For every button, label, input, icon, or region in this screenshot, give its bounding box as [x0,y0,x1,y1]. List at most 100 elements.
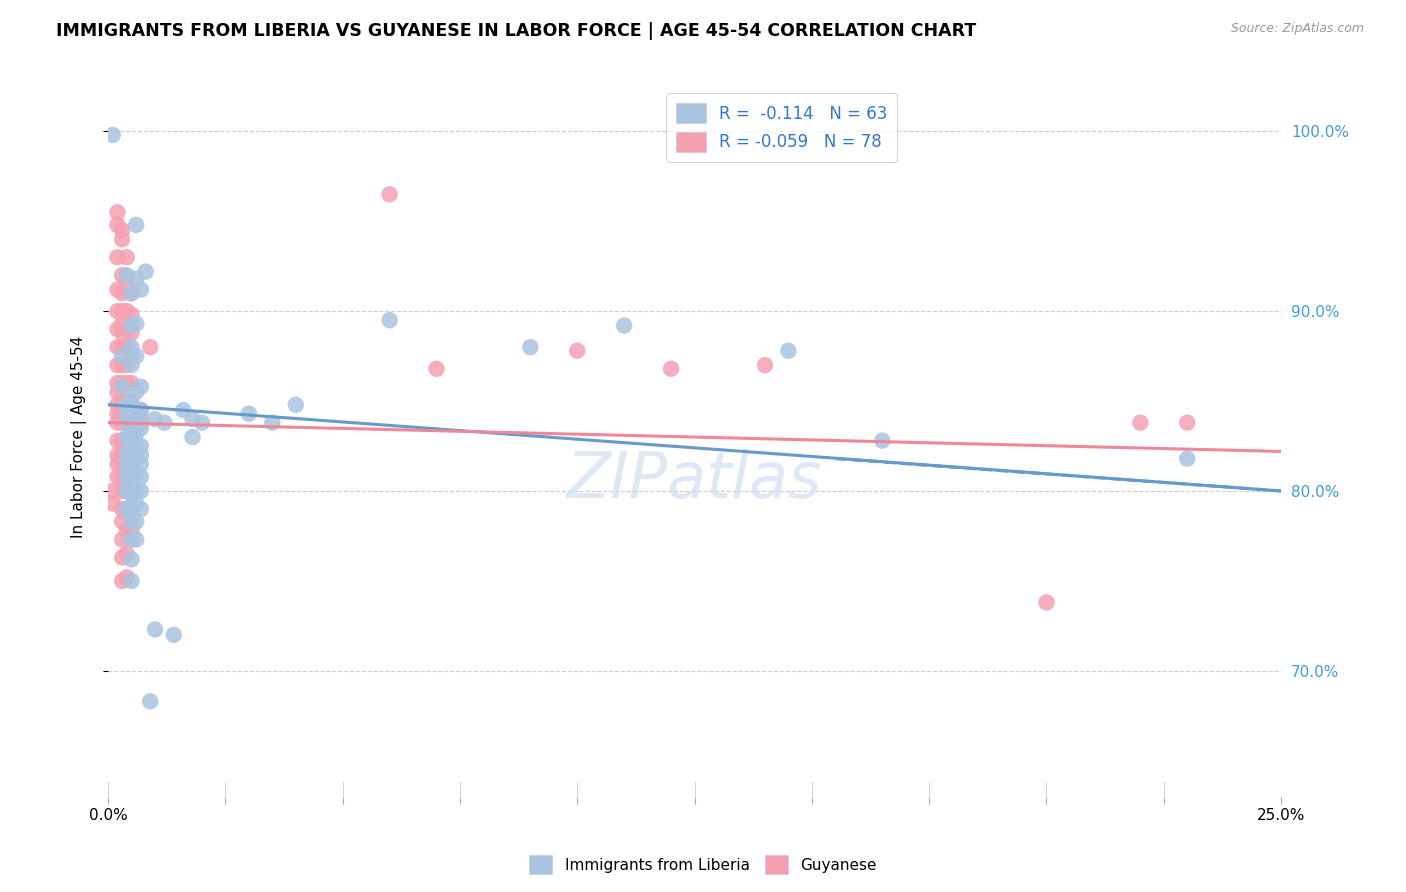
Point [121,358,143,372]
Point [115,407,138,421]
Point [121,483,143,498]
Point [129,403,152,417]
Point [125,272,148,286]
Point [107,457,129,471]
Point [125,317,148,331]
Point [121,448,143,462]
Point [107,398,129,412]
Point [111,349,134,363]
Point [115,502,138,516]
Point [121,574,143,588]
Point [115,502,138,516]
Point [129,448,152,462]
Point [111,502,134,516]
Point [121,412,143,426]
Point [107,304,129,318]
Point [284,398,307,412]
Point [181,430,204,444]
Point [121,308,143,322]
Point [107,469,129,483]
Point [107,376,129,391]
Point [111,533,134,547]
Point [115,268,138,283]
Point [121,286,143,301]
Point [519,340,541,354]
Point [125,349,148,363]
Point [101,497,124,511]
Point [153,416,176,430]
Point [115,457,138,471]
Point [111,326,134,340]
Point [107,434,129,448]
Point [121,434,143,448]
Point [163,628,186,642]
Point [115,483,138,498]
Point [121,326,143,340]
Point [115,376,138,391]
Point [107,385,129,400]
Point [111,550,134,565]
Point [129,283,152,297]
Point [107,358,129,372]
Point [121,515,143,529]
Point [125,533,148,547]
Point [129,483,152,498]
Point [115,524,138,538]
Point [121,376,143,391]
Point [121,394,143,409]
Point [1129,416,1152,430]
Point [121,448,143,462]
Point [101,483,124,498]
Point [111,223,134,237]
Point [121,457,143,471]
Point [107,407,129,421]
Point [115,466,138,480]
Point [121,416,143,430]
Point [111,304,134,318]
Point [129,469,152,483]
Point [125,407,148,421]
Point [115,448,138,462]
Point [121,421,143,435]
Point [129,380,152,394]
Point [872,434,894,448]
Point [754,358,776,372]
Point [121,552,143,566]
Point [111,469,134,483]
Point [111,448,134,462]
Point [115,416,138,430]
Point [107,416,129,430]
Text: ZIPatlas: ZIPatlas [567,450,823,511]
Point [778,343,800,358]
Text: IMMIGRANTS FROM LIBERIA VS GUYANESE IN LABOR FORCE | AGE 45-54 CORRELATION CHART: IMMIGRANTS FROM LIBERIA VS GUYANESE IN L… [56,22,977,40]
Point [115,444,138,458]
Legend: Immigrants from Liberia, Guyanese: Immigrants from Liberia, Guyanese [523,849,883,880]
Point [115,304,138,318]
Point [111,317,134,331]
Point [238,407,260,421]
Point [129,421,152,435]
Point [115,483,138,498]
Point [181,412,204,426]
Point [111,574,134,588]
Point [659,361,682,376]
Point [111,380,134,394]
Point [143,623,166,637]
Point [115,277,138,292]
Point [107,218,129,232]
Point [115,250,138,264]
Point [121,499,143,513]
Point [613,318,636,333]
Point [111,340,134,354]
Point [125,497,148,511]
Point [129,457,152,471]
Point [125,385,148,400]
Point [115,547,138,561]
Point [115,358,138,372]
Point [115,434,138,448]
Y-axis label: In Labor Force | Age 45-54: In Labor Force | Age 45-54 [72,336,87,538]
Point [378,187,401,202]
Point [121,349,143,363]
Point [115,407,138,421]
Point [121,398,143,412]
